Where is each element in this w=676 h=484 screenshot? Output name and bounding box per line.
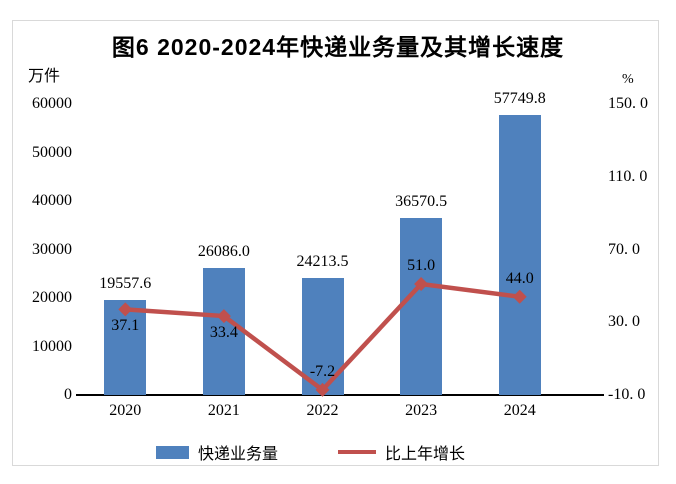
bar-2023 <box>400 217 443 395</box>
bar-value-label: 24213.5 <box>296 252 349 270</box>
left-axis-tick-label: 30000 <box>32 240 72 258</box>
legend-item-volume: 快递业务量 <box>156 440 278 464</box>
growth-value-label: 37.1 <box>111 317 140 335</box>
x-axis-line <box>76 394 604 396</box>
bar-value-label: 26086.0 <box>197 243 250 261</box>
bar-2020 <box>104 300 147 395</box>
right-axis-tick-label: 30. 0 <box>608 313 640 331</box>
growth-value-label: 51.0 <box>407 257 436 275</box>
left-axis-tick-label: 60000 <box>32 95 72 112</box>
growth-value-label: -7.2 <box>309 362 336 380</box>
bar-value-label: 36570.5 <box>395 192 448 210</box>
bar-value-label: 19557.6 <box>99 275 152 293</box>
x-axis-category-label: 2024 <box>503 402 536 419</box>
chart-frame <box>12 20 659 466</box>
right-axis-tick-label: 110. 0 <box>608 167 648 185</box>
left-axis-tick-label: 20000 <box>32 289 72 306</box>
legend-label-growth: 比上年增长 <box>385 446 466 463</box>
left-axis-tick-label: 50000 <box>32 143 72 161</box>
diamond-marker-icon <box>351 446 364 459</box>
legend: 快递业务量 比上年增长 <box>156 440 465 464</box>
line-series-swatch <box>338 450 377 454</box>
left-axis-tick-label: 40000 <box>32 192 72 209</box>
legend-label-volume: 快递业务量 <box>198 446 279 463</box>
x-axis-category-label: 2020 <box>109 402 142 419</box>
left-axis-tick-label: 10000 <box>32 337 72 355</box>
x-axis-category-label: 2023 <box>405 402 438 419</box>
legend-item-growth: 比上年增长 <box>338 440 465 464</box>
bar-2024 <box>498 114 541 395</box>
left-axis-tick-label: 0 <box>64 386 72 403</box>
right-axis-tick-label: -10. 0 <box>608 386 646 403</box>
left-axis-unit: 万件 <box>28 68 61 85</box>
x-axis-category-label: 2021 <box>207 402 240 419</box>
right-axis-unit: % <box>622 72 634 87</box>
right-axis-tick-label: 70. 0 <box>608 240 640 258</box>
bar-series-swatch <box>156 445 189 459</box>
x-axis-category-label: 2022 <box>306 402 339 419</box>
growth-value-label: 33.4 <box>209 324 238 342</box>
bar-value-label: 57749.8 <box>493 89 546 107</box>
growth-value-label: 44.0 <box>505 269 534 287</box>
chart-title: 图6 2020-2024年快递业务量及其增长速度 <box>111 34 565 60</box>
right-axis-tick-label: 150. 0 <box>608 95 648 112</box>
